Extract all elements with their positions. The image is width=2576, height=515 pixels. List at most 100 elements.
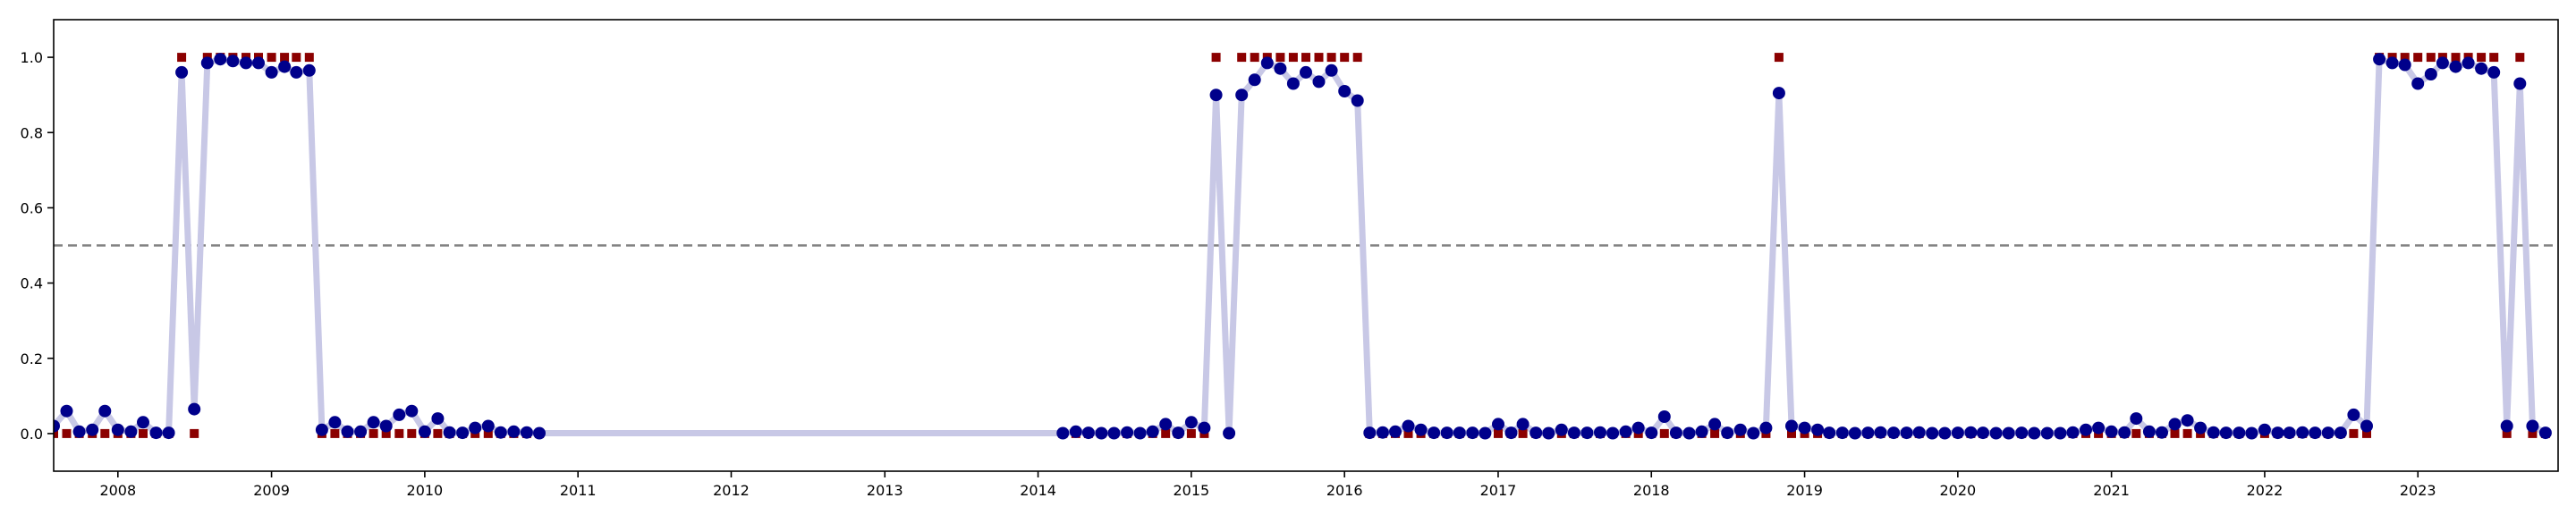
probability-point	[1338, 85, 1352, 97]
probability-point	[1938, 426, 1952, 440]
label-marker	[2182, 428, 2192, 438]
probability-point	[443, 426, 456, 439]
probability-point	[2283, 426, 2296, 440]
label-marker	[330, 428, 340, 438]
label-marker	[280, 53, 290, 63]
label-marker	[304, 53, 314, 63]
label-marker	[190, 428, 199, 438]
label-marker	[1326, 53, 1336, 63]
probability-point	[290, 65, 303, 79]
x-tick-label: 2013	[867, 482, 903, 499]
probability-point	[2475, 62, 2488, 75]
probability-point	[393, 408, 406, 421]
probability-point	[1594, 426, 1606, 439]
probability-point	[1606, 426, 1620, 440]
probability-point	[2271, 426, 2284, 440]
label-marker	[381, 428, 391, 438]
label-marker	[483, 428, 493, 438]
probability-point	[1887, 426, 1901, 440]
label-marker	[139, 428, 148, 438]
probability-point	[431, 412, 445, 426]
y-tick-label: 0.4	[21, 275, 43, 292]
probability-point	[1107, 426, 1121, 440]
probability-point	[2296, 426, 2309, 439]
probability-point	[481, 419, 495, 433]
label-marker	[1237, 53, 1247, 63]
label-marker	[2131, 428, 2141, 438]
probability-point	[2054, 426, 2067, 440]
probability-point	[418, 425, 431, 438]
x-tick-label: 2008	[99, 482, 136, 499]
probability-point	[2168, 418, 2182, 431]
probability-point	[1733, 423, 1747, 436]
label-marker	[394, 428, 404, 438]
probability-point	[2233, 426, 2246, 440]
probability-point	[1823, 426, 1836, 440]
x-tick-label: 2022	[2247, 482, 2284, 499]
probability-point	[533, 426, 546, 440]
label-marker	[1518, 428, 1528, 438]
y-tick-label: 0.0	[21, 426, 43, 443]
label-marker	[433, 428, 443, 438]
probability-point	[1580, 426, 1594, 440]
probability-point	[2002, 426, 2015, 440]
y-tick-label: 0.6	[21, 199, 43, 216]
probability-point	[1567, 426, 1580, 440]
probability-point	[1669, 426, 1682, 440]
probability-point	[240, 56, 252, 70]
label-marker	[1352, 53, 1362, 63]
probability-point	[1274, 62, 1287, 75]
probability-point	[2207, 426, 2220, 439]
probability-point	[1223, 426, 1236, 440]
probability-point	[226, 55, 240, 68]
x-tick-label: 2023	[2400, 482, 2436, 499]
x-axis: 2008 2009 2010 2011 2012 2013 2014 2015 2016 2017…	[99, 471, 2436, 499]
probability-point	[278, 60, 292, 73]
label-marker	[177, 53, 187, 63]
probability-point	[2156, 426, 2168, 439]
probability-point	[1235, 89, 1249, 102]
x-tick-label: 2012	[713, 482, 750, 499]
probability-point	[1312, 75, 1326, 89]
label-marker	[62, 428, 72, 438]
x-tick-label: 2009	[253, 482, 290, 499]
probability-point	[2080, 423, 2092, 436]
probability-point	[2309, 426, 2322, 440]
probability-point	[1964, 426, 1978, 439]
label-marker	[2349, 428, 2359, 438]
probability-point	[1069, 425, 1082, 438]
probability-point	[1645, 426, 1658, 440]
probability-point	[367, 416, 380, 429]
probability-point	[354, 425, 368, 438]
probability-point	[2130, 412, 2143, 426]
y-tick-label: 0.8	[21, 124, 43, 141]
probability-point	[1530, 426, 1543, 440]
x-tick-label: 2018	[1633, 482, 1670, 499]
label-marker	[2451, 53, 2461, 63]
probability-point	[2028, 426, 2041, 440]
probability-point	[341, 425, 354, 438]
label-marker	[1275, 53, 1285, 63]
probability-point	[1542, 426, 1555, 440]
axes-frame	[53, 19, 2559, 472]
probability-point	[2526, 419, 2539, 433]
probability-point	[1286, 77, 1300, 90]
probability-point	[2258, 423, 2271, 436]
x-tick-label: 2021	[2093, 482, 2130, 499]
probability-point	[2449, 60, 2462, 73]
label-marker	[2515, 53, 2525, 63]
probability-point	[188, 402, 201, 416]
probability-point	[124, 425, 138, 438]
probability-point	[2436, 56, 2449, 70]
probability-point	[1708, 418, 1722, 431]
probability-point	[1874, 426, 1887, 439]
label-marker	[2489, 53, 2499, 63]
probability-point	[1657, 410, 1671, 423]
label-marker	[2426, 53, 2436, 63]
probability-point	[2424, 68, 2437, 80]
probability-point	[1848, 426, 1861, 440]
probability-point	[1466, 426, 1479, 440]
label-marker	[100, 428, 110, 438]
probability-point	[1325, 63, 1338, 77]
